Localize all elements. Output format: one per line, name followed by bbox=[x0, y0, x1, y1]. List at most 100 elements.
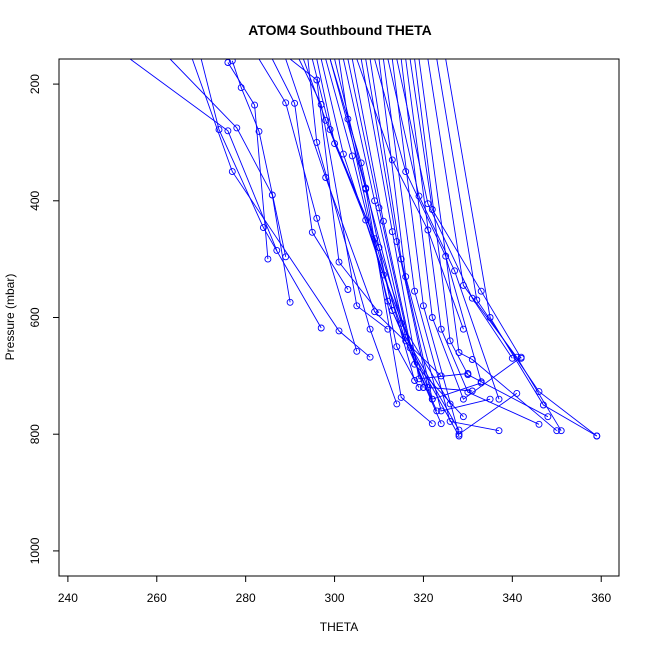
series-line bbox=[400, 59, 522, 400]
data-point bbox=[237, 84, 245, 92]
data-point bbox=[442, 252, 450, 260]
data-point bbox=[535, 420, 543, 428]
sounding-series bbox=[356, 59, 467, 333]
data-point bbox=[215, 126, 223, 134]
sounding-series bbox=[169, 59, 294, 306]
series-line bbox=[302, 59, 407, 341]
data-point bbox=[402, 168, 410, 176]
data-point bbox=[259, 224, 267, 232]
sounding-series bbox=[374, 59, 485, 386]
data-point bbox=[468, 294, 476, 302]
data-point bbox=[393, 400, 401, 408]
series-line bbox=[445, 59, 598, 437]
data-point bbox=[424, 226, 432, 234]
data-point bbox=[535, 388, 543, 396]
series-line bbox=[329, 59, 433, 425]
data-point bbox=[397, 255, 405, 263]
data-point bbox=[517, 354, 525, 362]
data-point bbox=[459, 413, 467, 421]
series-line bbox=[169, 59, 291, 303]
y-axis: 200 400 600 800 1000 bbox=[28, 74, 60, 564]
x-axis-label: THETA bbox=[320, 620, 358, 634]
sounding-series bbox=[351, 59, 467, 421]
x-tick-label: 300 bbox=[325, 591, 345, 605]
series-line bbox=[347, 59, 460, 437]
data-point bbox=[339, 150, 347, 158]
sounding-series bbox=[378, 59, 494, 415]
series-line bbox=[418, 59, 558, 432]
sounding-series bbox=[369, 59, 485, 403]
series-line bbox=[356, 59, 464, 330]
data-point bbox=[508, 354, 516, 362]
data-point bbox=[495, 395, 503, 403]
y-tick-label: 600 bbox=[28, 307, 42, 327]
data-point bbox=[228, 59, 236, 65]
data-point bbox=[415, 375, 423, 383]
series-line bbox=[325, 59, 438, 412]
sounding-series bbox=[409, 59, 525, 362]
series-line bbox=[271, 59, 349, 290]
data-point bbox=[282, 99, 290, 107]
data-point bbox=[255, 127, 263, 135]
data-point bbox=[451, 267, 459, 275]
sounding-series bbox=[258, 59, 361, 355]
data-point bbox=[371, 308, 379, 316]
data-point bbox=[335, 327, 343, 335]
data-point bbox=[495, 427, 503, 435]
data-point bbox=[415, 384, 423, 391]
series-line bbox=[387, 59, 500, 400]
data-point bbox=[335, 258, 343, 266]
series-line bbox=[351, 59, 464, 418]
data-point bbox=[393, 343, 401, 351]
data-point bbox=[428, 395, 436, 403]
data-point bbox=[228, 168, 236, 176]
data-point bbox=[282, 253, 290, 261]
y-tick-label: 400 bbox=[28, 190, 42, 210]
data-point bbox=[486, 314, 494, 321]
sounding-series bbox=[285, 59, 445, 380]
series-line bbox=[200, 59, 322, 329]
x-tick-label: 240 bbox=[58, 591, 78, 605]
data-point bbox=[544, 413, 552, 421]
sounding-series bbox=[396, 59, 516, 362]
sounding-series bbox=[289, 59, 383, 317]
data-point bbox=[455, 349, 463, 356]
y-tick-label: 800 bbox=[28, 424, 42, 444]
data-point bbox=[273, 246, 281, 254]
plot-area bbox=[129, 59, 601, 440]
data-point bbox=[424, 200, 432, 208]
series-line bbox=[369, 59, 482, 400]
data-point bbox=[593, 432, 601, 440]
data-point bbox=[366, 353, 374, 361]
x-axis: 240 260 280 300 320 340 360 bbox=[58, 575, 612, 605]
sounding-series bbox=[224, 59, 272, 263]
data-point bbox=[322, 174, 330, 181]
data-point bbox=[446, 337, 454, 345]
data-point bbox=[264, 255, 272, 263]
data-point bbox=[291, 99, 299, 107]
x-tick-label: 320 bbox=[413, 591, 433, 605]
data-point bbox=[446, 417, 454, 425]
sounding-series bbox=[382, 59, 503, 435]
y-tick-label: 200 bbox=[28, 74, 42, 94]
data-point bbox=[428, 314, 436, 321]
data-point bbox=[397, 393, 405, 401]
series-line bbox=[374, 59, 482, 382]
data-point bbox=[411, 360, 419, 368]
data-point bbox=[459, 395, 467, 403]
data-point bbox=[553, 427, 561, 435]
data-point bbox=[331, 140, 339, 148]
data-point bbox=[388, 156, 396, 164]
data-point bbox=[428, 420, 436, 428]
data-point bbox=[353, 347, 361, 355]
data-point bbox=[411, 377, 419, 384]
data-point bbox=[233, 124, 241, 132]
data-point bbox=[393, 238, 401, 246]
sounding-series bbox=[445, 59, 601, 440]
data-point bbox=[286, 298, 294, 306]
x-tick-label: 260 bbox=[147, 591, 167, 605]
sounding-series bbox=[228, 59, 290, 261]
data-point bbox=[424, 384, 432, 391]
data-point bbox=[251, 101, 259, 109]
